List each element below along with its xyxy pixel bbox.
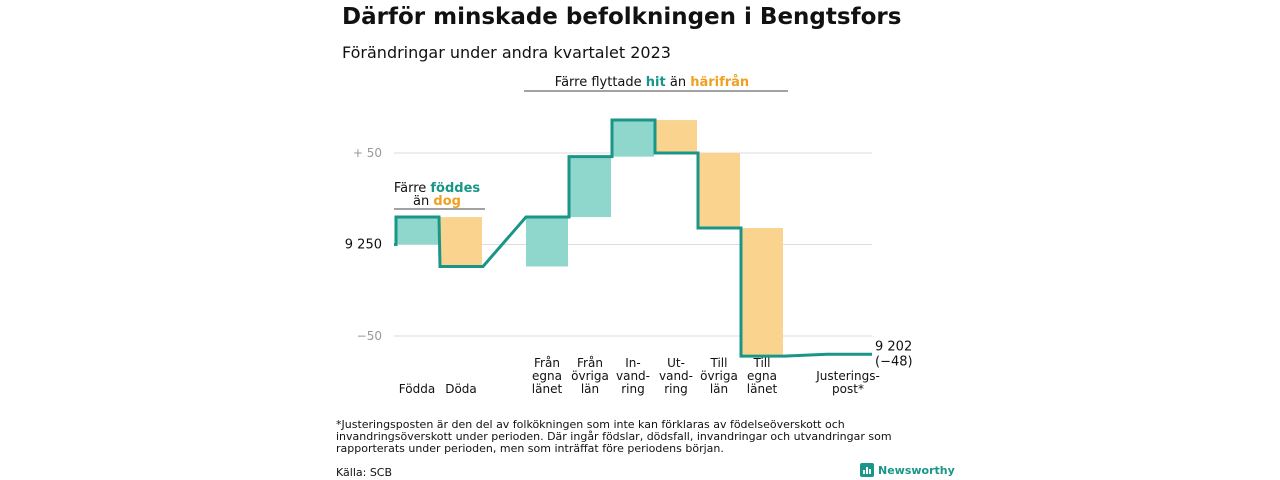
- category-label: Till övriga län: [700, 356, 738, 396]
- y-tick-label: 9 250: [345, 238, 382, 253]
- chart-title: Därför minskade befolkningen i Bengtsfor…: [342, 4, 902, 30]
- running-total-line: [394, 118, 872, 358]
- footnote: *Justeringsposten är den del av folkökni…: [336, 418, 892, 455]
- category-label: Justerings-post*: [815, 369, 880, 396]
- category-label: Döda: [445, 382, 477, 396]
- born-annotation-line2: än dog: [413, 194, 461, 209]
- y-tick-label: −50: [357, 329, 382, 343]
- category-label: Ut-vand-ring: [659, 356, 693, 396]
- newsworthy-logo-icon: [860, 463, 874, 477]
- moved-annotation: Färre flyttade hit än härifrån: [555, 75, 749, 90]
- category-label: In-vand-ring: [616, 356, 650, 396]
- waterfall-bar: [569, 156, 611, 218]
- waterfall-bar: [440, 217, 482, 267]
- source: Källa: SCB: [336, 466, 393, 479]
- category-label: Från egna länet: [532, 356, 563, 396]
- waterfall-bar: [698, 153, 740, 229]
- waterfall-bar: [655, 120, 697, 153]
- born-annotation-line1: Färre föddes: [394, 181, 481, 196]
- waterfall-bar: [396, 217, 438, 245]
- newsworthy-logo: Newsworthy: [860, 463, 955, 477]
- chart-subtitle: Förändringar under andra kvartalet 2023: [342, 43, 671, 62]
- category-label: Födda: [399, 382, 435, 396]
- category-label: Från övriga län: [571, 356, 609, 396]
- waterfall-bar: [741, 228, 783, 357]
- waterfall-bar: [612, 120, 654, 157]
- waterfall-bar: [526, 217, 568, 267]
- y-tick-label: + 50: [353, 146, 382, 160]
- category-label: Till egna länet: [747, 356, 778, 396]
- end-value-label: 9 202 (−48): [875, 339, 913, 369]
- brand-name: Newsworthy: [878, 463, 955, 477]
